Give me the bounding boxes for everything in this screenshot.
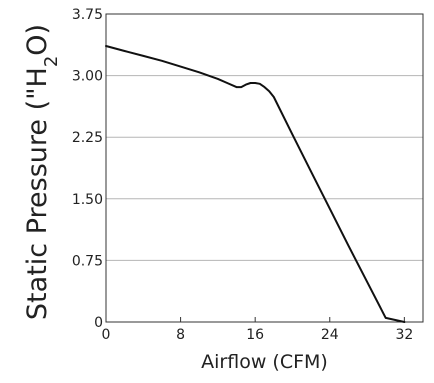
series-layer — [105, 45, 406, 323]
tick-layer: 0 0.75 1.50 2.25 3.00 3.75 0 8 16 24 32 — [72, 7, 413, 343]
y-axis-title-main: Static Pressure ("H — [22, 67, 53, 320]
series-line — [105, 45, 406, 323]
plot-frame — [105, 13, 424, 323]
x-tick-label: 16 — [246, 327, 264, 343]
y-tick-label: 0.75 — [72, 253, 103, 269]
y-axis-title-tail: O) — [22, 24, 53, 56]
y-tick-label: 3.00 — [72, 69, 103, 85]
y-axis-title-subscript: 2 — [41, 56, 62, 67]
y-tick-label: 1.50 — [72, 192, 103, 208]
x-tick-label: 0 — [102, 327, 111, 343]
y-tick-label: 3.75 — [72, 7, 103, 23]
x-tick-label: 32 — [395, 327, 413, 343]
x-axis-title: Airflow (CFM) — [201, 351, 328, 373]
grid-layer — [106, 75, 423, 261]
y-tick-label: 0 — [94, 315, 103, 331]
x-tick-label: 24 — [321, 327, 339, 343]
y-axis-title: Static Pressure ("H2O) — [22, 24, 62, 320]
y-tick-label: 2.25 — [72, 130, 103, 146]
x-tick-label: 8 — [176, 327, 185, 343]
